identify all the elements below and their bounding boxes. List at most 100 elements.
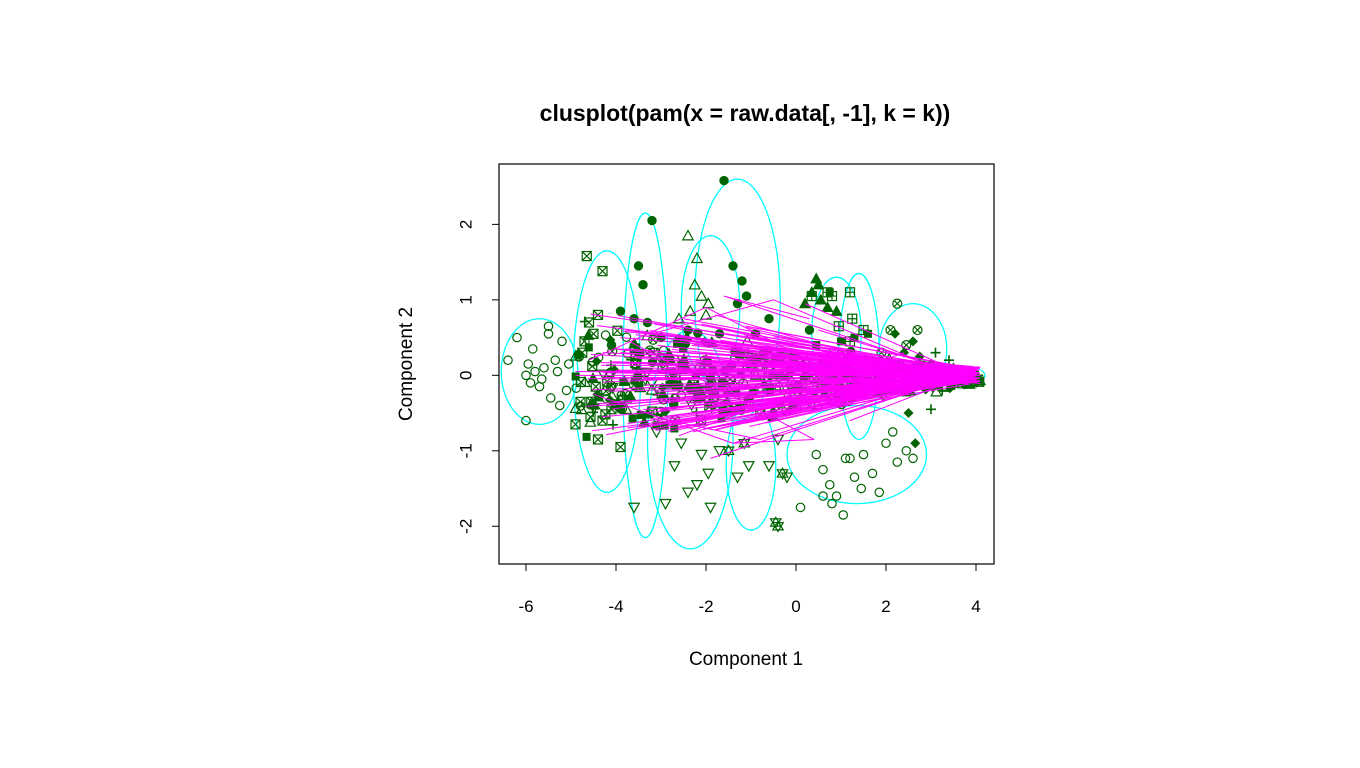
data-point xyxy=(741,291,752,301)
data-point xyxy=(695,289,708,301)
data-point xyxy=(550,355,561,366)
marker-cross xyxy=(807,291,817,301)
x-tick-label: -6 xyxy=(518,597,533,616)
marker-box xyxy=(579,336,590,347)
data-point xyxy=(690,479,704,492)
x-tick-label: 0 xyxy=(791,597,800,616)
y-tick-label: -1 xyxy=(456,443,475,458)
marker-cross xyxy=(579,336,590,347)
data-point xyxy=(633,381,647,393)
connector-line xyxy=(592,381,972,432)
data-point xyxy=(569,401,582,414)
marker-cross xyxy=(587,361,598,372)
data-point xyxy=(847,313,858,324)
data-point xyxy=(636,348,645,357)
marker-cross xyxy=(886,326,895,334)
chart-title: clusplot(pam(x = raw.data[, -1], k = k)) xyxy=(540,100,951,126)
marker-cross xyxy=(597,266,608,277)
y-tick-label: 2 xyxy=(456,220,475,229)
data-point xyxy=(825,288,834,297)
data-point xyxy=(838,510,849,520)
data-point xyxy=(776,467,789,480)
data-point xyxy=(837,337,845,346)
data-point xyxy=(881,438,891,449)
data-point xyxy=(577,347,588,358)
marker-tri-up xyxy=(771,519,785,531)
data-point xyxy=(688,278,701,290)
data-point xyxy=(588,328,599,339)
data-point xyxy=(930,347,941,358)
data-point xyxy=(867,468,878,479)
data-point xyxy=(575,402,588,415)
data-point xyxy=(636,411,645,420)
data-point xyxy=(681,229,695,241)
x-tick-label: 4 xyxy=(971,597,980,616)
data-point xyxy=(597,266,608,277)
connector-line xyxy=(717,347,976,373)
marker-cross xyxy=(630,381,638,389)
marker-cross xyxy=(913,326,922,334)
marker-tri-up xyxy=(722,444,735,456)
data-point xyxy=(806,290,817,302)
data-point xyxy=(762,461,776,473)
y-axis-label: Component 2 xyxy=(396,307,417,421)
data-point xyxy=(536,374,547,384)
data-point xyxy=(684,304,697,316)
marker-cross xyxy=(577,347,588,358)
data-point xyxy=(527,344,538,354)
data-point xyxy=(563,359,574,369)
data-point xyxy=(628,414,637,423)
connector-line xyxy=(765,379,964,424)
data-point xyxy=(910,438,921,449)
marker-tri-down xyxy=(776,469,789,480)
data-point xyxy=(728,261,738,271)
marker-cross xyxy=(600,409,611,420)
data-point xyxy=(704,502,717,514)
data-point xyxy=(571,383,581,393)
data-point xyxy=(583,317,595,328)
connector-line xyxy=(789,369,950,375)
data-point xyxy=(695,449,708,462)
data-point xyxy=(864,329,872,338)
x-tick-label: 2 xyxy=(881,597,890,616)
marker-cross xyxy=(570,419,581,430)
data-point xyxy=(798,297,812,309)
data-point xyxy=(600,330,611,340)
connector-line xyxy=(657,345,972,375)
data-point xyxy=(587,361,598,372)
marker-cross xyxy=(586,396,597,407)
y-tick-label: 1 xyxy=(456,295,475,304)
marker-cross xyxy=(597,415,608,426)
data-point xyxy=(912,324,923,336)
data-point xyxy=(525,378,536,388)
data-point xyxy=(892,457,903,467)
data-point xyxy=(543,329,554,339)
data-point xyxy=(702,468,715,480)
data-point xyxy=(597,415,608,426)
data-point xyxy=(647,215,657,226)
data-point xyxy=(903,408,914,419)
data-point xyxy=(901,445,912,456)
marker-cross xyxy=(584,317,594,328)
marker-tri-down xyxy=(771,522,785,533)
data-point xyxy=(670,424,679,433)
data-point xyxy=(575,396,586,407)
cluster-ellipse xyxy=(786,404,928,505)
connector-line xyxy=(744,334,966,381)
data-point xyxy=(850,333,859,342)
marker-box xyxy=(615,441,626,453)
marker-box xyxy=(577,347,588,358)
x-tick-label: -4 xyxy=(608,597,623,616)
data-point xyxy=(668,461,681,473)
data-point xyxy=(554,400,565,411)
data-point xyxy=(849,472,860,483)
data-point xyxy=(690,251,704,264)
data-point xyxy=(827,498,837,509)
data-point xyxy=(627,502,641,514)
marker-cross xyxy=(575,377,586,387)
connector-line xyxy=(612,367,980,410)
data-point xyxy=(812,341,821,350)
data-point xyxy=(731,472,744,484)
data-point xyxy=(606,340,617,350)
